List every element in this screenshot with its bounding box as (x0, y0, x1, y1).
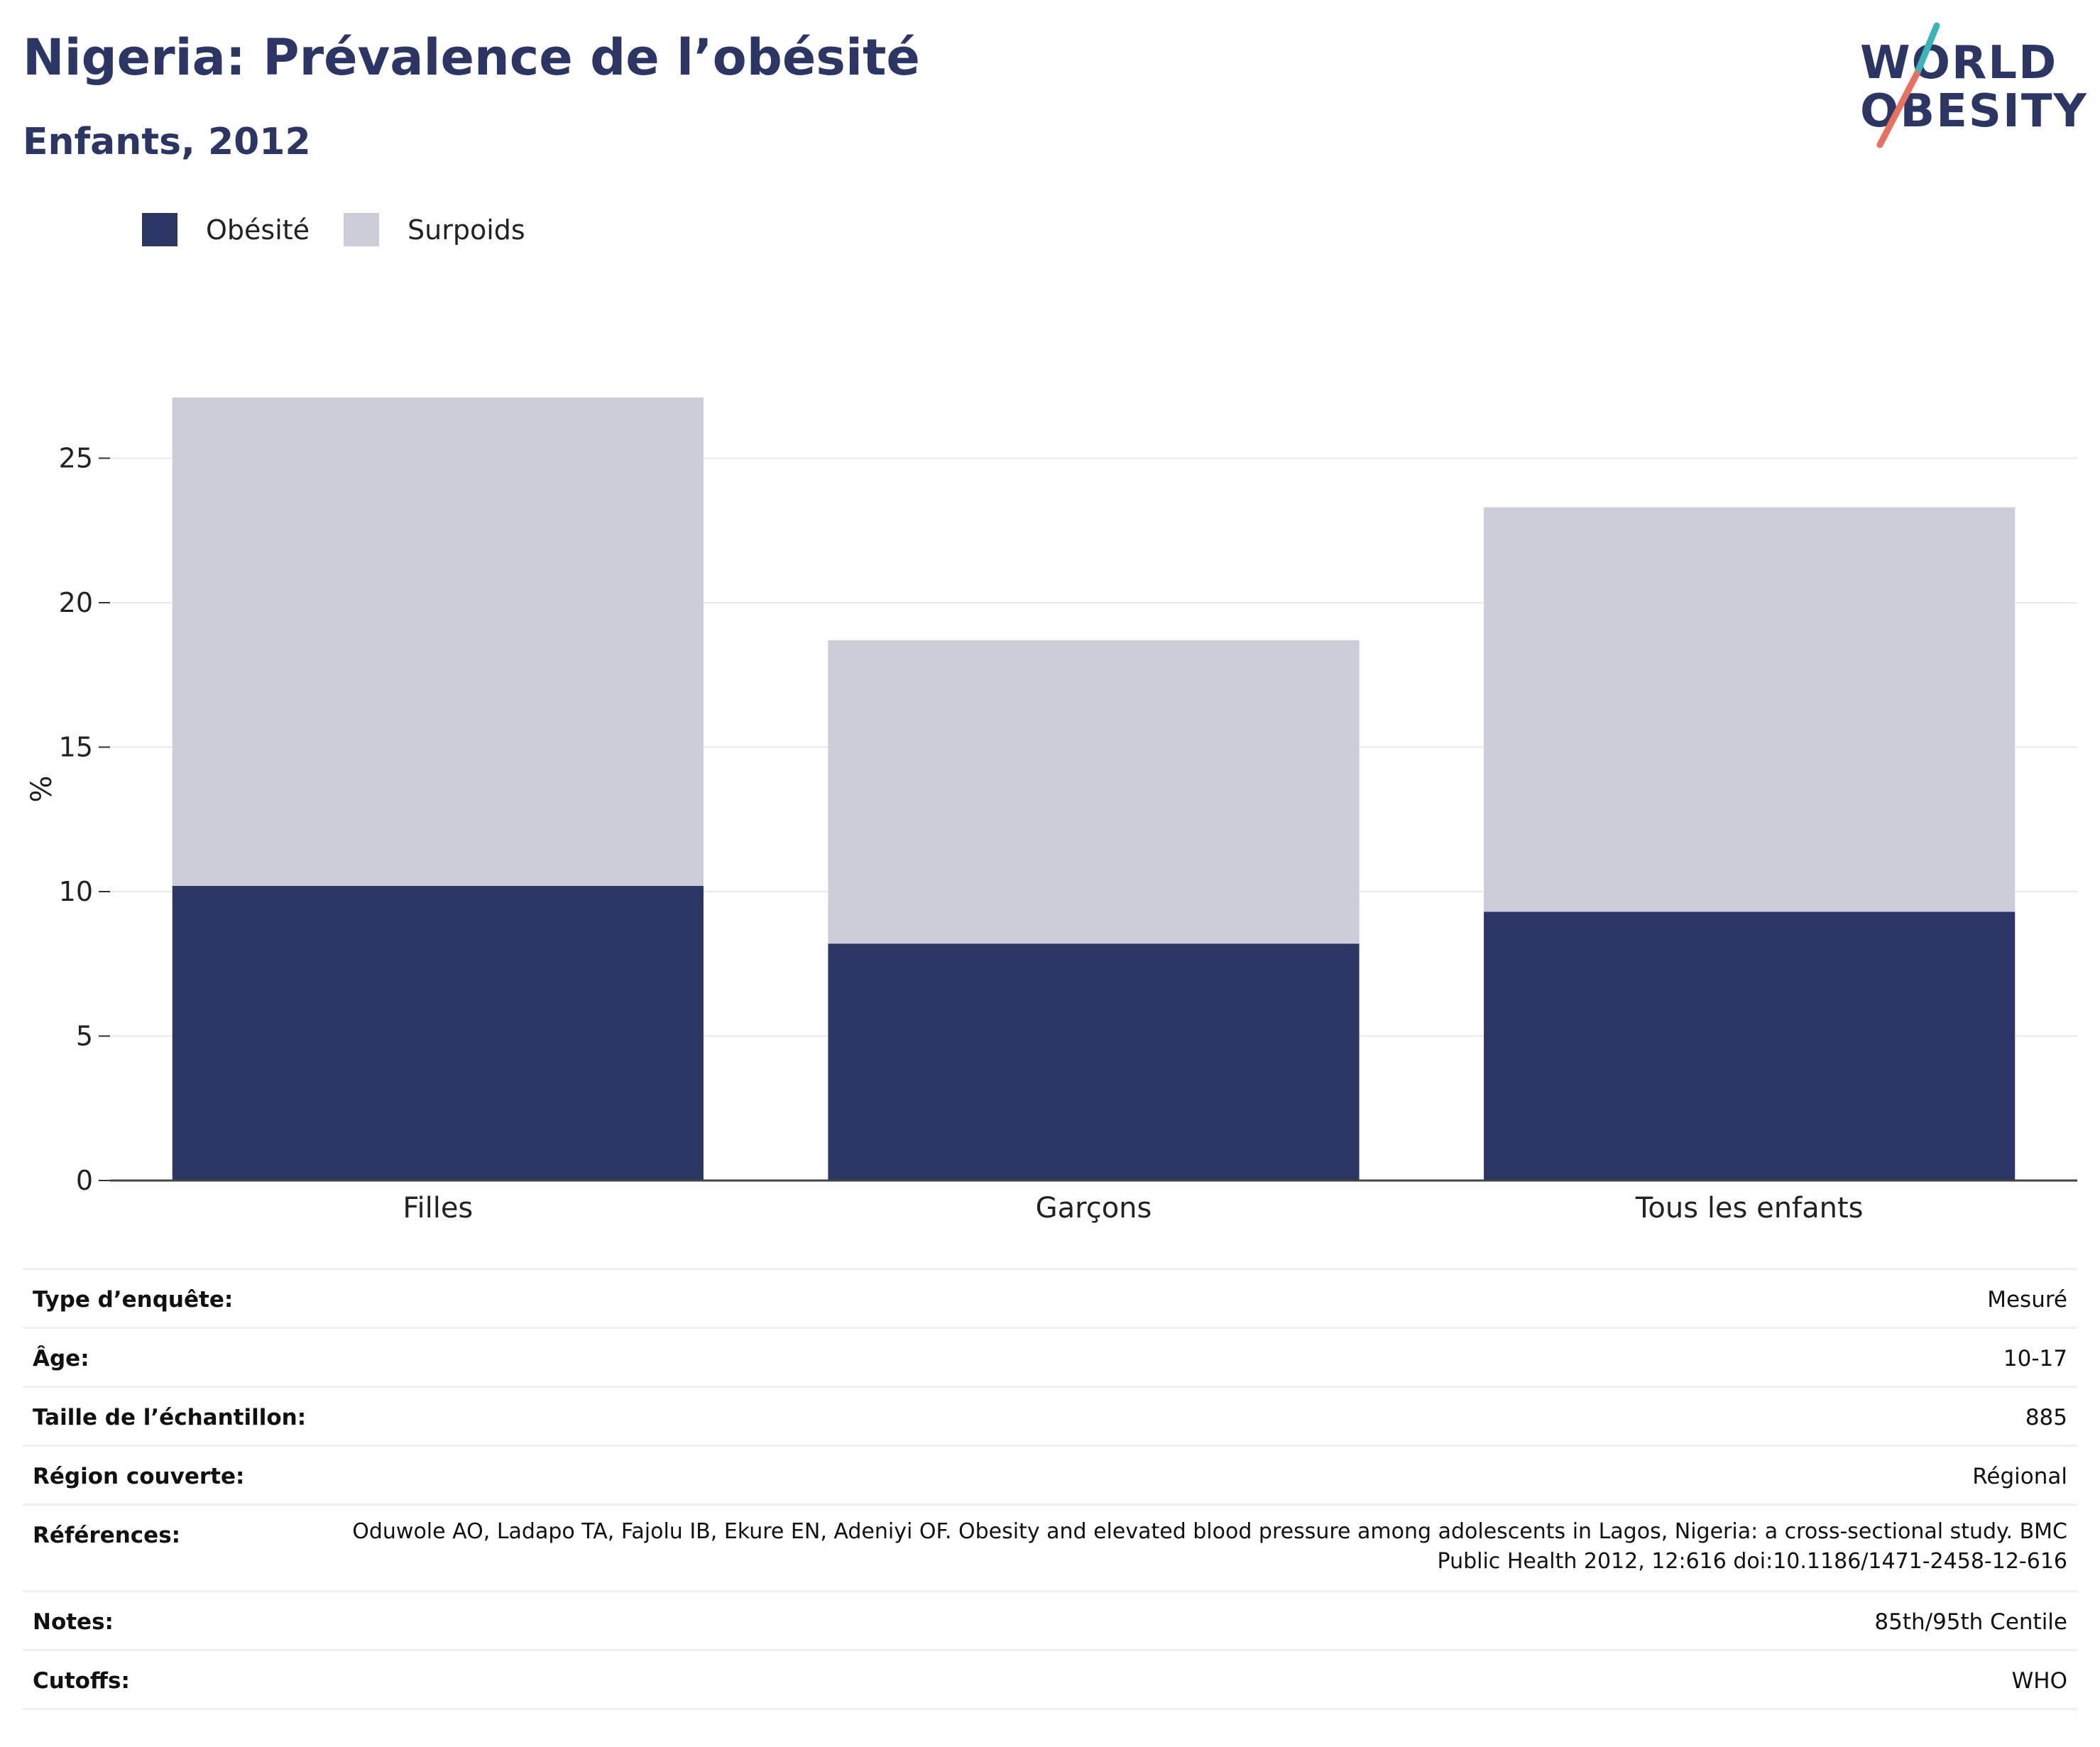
info-value: WHO (2011, 1668, 2067, 1694)
info-row: Âge: 10-17 (23, 1329, 2077, 1388)
info-key: Notes: (33, 1609, 114, 1635)
stacked-bar-chart: 0 5 10 15 20 25 Filles Garçons Tous les enfants% (26, 398, 2077, 1225)
info-key: Type d’enquête: (33, 1287, 234, 1313)
info-row: Taille de l’échantillon: 885 (23, 1388, 2077, 1447)
legend-label-obesite: Obésité (206, 214, 310, 246)
x-category-label-1: Garçons (1036, 1192, 1152, 1225)
info-row: Type d’enquête: Mesuré (23, 1270, 2077, 1329)
bar-surpoids-2 (1484, 507, 2016, 912)
y-tick-label-0: 0 (76, 1165, 93, 1196)
logo-text-world: WORLD (1860, 37, 2058, 89)
legend-label-surpoids: Surpoids (408, 214, 525, 246)
y-tick-label-15: 15 (59, 731, 93, 762)
info-row: Notes: 85th/95th Centile (23, 1592, 2077, 1651)
survey-info-table: Type d’enquête: Mesuré Âge: 10-17 Taille de … (23, 1268, 2077, 1710)
legend-swatch-obesite (142, 213, 177, 246)
info-row: Cutoffs: WHO (23, 1651, 2077, 1710)
bar-surpoids-0 (172, 398, 704, 886)
info-key: Taille de l’échantillon: (33, 1405, 307, 1430)
page-subtitle: Enfants, 2012 (23, 121, 311, 163)
bars (172, 398, 2016, 1181)
info-value: 85th/95th Centile (1874, 1609, 2067, 1635)
logo-slash-icon (1876, 22, 1940, 148)
y-tick-label-10: 10 (59, 876, 93, 907)
info-row: Références: Oduwole AO, Ladapo TA, Fajolu… (23, 1506, 2077, 1592)
info-value: 10-17 (2003, 1346, 2067, 1371)
bar-surpoids-1 (828, 640, 1360, 944)
info-value: Oduwole AO, Ladapo TA, Fajolu IB, Ekure … (352, 1519, 2067, 1574)
info-key: Âge: (33, 1346, 89, 1371)
info-row: Région couverte: Régional (23, 1447, 2077, 1506)
info-key: Région couverte: (33, 1464, 245, 1489)
info-key: Références: (33, 1523, 181, 1548)
world-obesity-logo: WORLD OBESITY (1846, 20, 2087, 155)
axis-labels: 0 5 10 15 20 25 Filles Garçons Tous les enfants% (26, 442, 1864, 1225)
info-key: Cutoffs: (33, 1668, 130, 1694)
y-tick-label-25: 25 (59, 442, 93, 473)
bar-obesite-0 (172, 885, 704, 1181)
x-category-label-0: Filles (403, 1192, 473, 1225)
bar-obesite-2 (1484, 911, 2016, 1181)
y-axis-label: % (26, 775, 58, 802)
y-tick-label-5: 5 (76, 1020, 93, 1051)
info-value: 885 (2025, 1405, 2067, 1430)
page-title: Nigeria: Prévalence de l’obésité (23, 28, 920, 87)
bar-obesite-1 (828, 943, 1360, 1181)
x-category-label-2: Tous les enfants (1635, 1192, 1864, 1225)
legend-swatch-surpoids (344, 213, 379, 246)
info-value: Régional (1972, 1464, 2067, 1489)
info-value: Mesuré (1987, 1287, 2067, 1313)
axes (99, 457, 2077, 1182)
y-tick-label-20: 20 (59, 587, 93, 618)
